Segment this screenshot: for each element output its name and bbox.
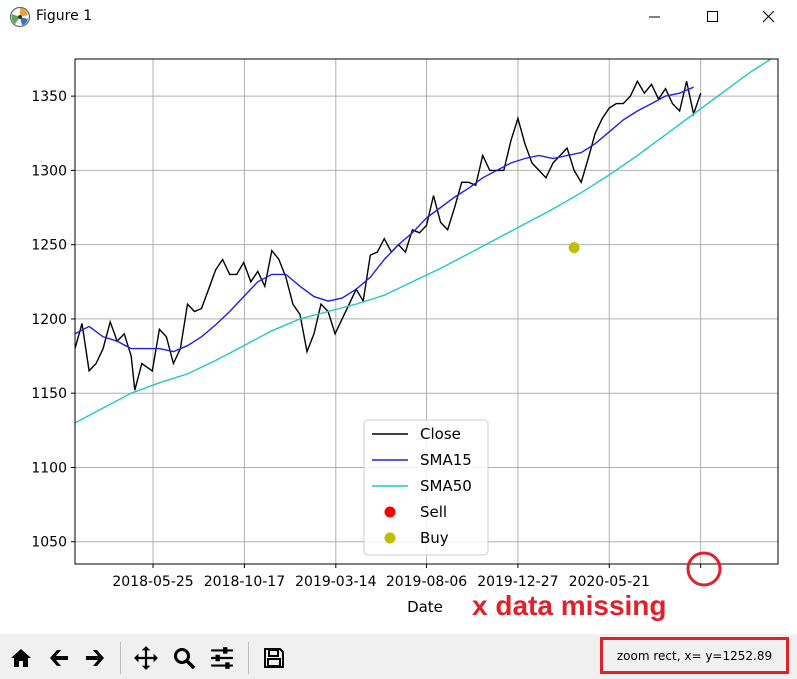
configure-subplots-icon bbox=[211, 647, 233, 669]
y-tick-label: 1050 bbox=[31, 535, 67, 551]
forward-button[interactable] bbox=[79, 642, 111, 674]
minimize-button[interactable] bbox=[626, 0, 684, 34]
forward-icon bbox=[86, 650, 104, 666]
plot-series bbox=[75, 59, 773, 424]
legend-label-sma50: SMA50 bbox=[420, 477, 472, 495]
matplotlib-logo-icon bbox=[9, 6, 31, 28]
x-tick-label: 2019-12-27 bbox=[477, 574, 558, 590]
axis-ticks: 1050 1100 1150 1200 1250 1300 1350 2018-05-25 20… bbox=[31, 89, 702, 590]
legend-marker-sell bbox=[384, 506, 396, 518]
x-tick-label: 2018-10-17 bbox=[204, 574, 285, 590]
back-icon bbox=[50, 650, 68, 666]
annotation-text: x data missing bbox=[472, 590, 667, 621]
window-titlebar: Figure 1 bbox=[0, 0, 797, 36]
x-tick-label: 2019-03-14 bbox=[295, 574, 376, 590]
annotation-circle bbox=[686, 551, 722, 587]
legend: Close SMA15 SMA50 Sell Buy bbox=[363, 419, 489, 556]
toolbar-separator bbox=[248, 642, 249, 674]
zoom-button[interactable] bbox=[168, 642, 200, 674]
back-button[interactable] bbox=[43, 642, 75, 674]
close-icon bbox=[763, 11, 775, 23]
configure-subplots-button[interactable] bbox=[206, 642, 238, 674]
series-line-sma15 bbox=[75, 86, 694, 353]
y-tick-label: 1350 bbox=[31, 89, 67, 105]
legend-label-buy: Buy bbox=[420, 529, 449, 547]
maximize-icon bbox=[707, 11, 718, 22]
home-icon bbox=[11, 649, 31, 667]
legend-label-close: Close bbox=[420, 425, 461, 443]
status-readout: zoom rect, x= y=1252.89 bbox=[600, 637, 789, 674]
zoom-icon bbox=[174, 648, 196, 670]
legend-label-sell: Sell bbox=[420, 503, 447, 521]
pan-button[interactable] bbox=[130, 642, 162, 674]
legend-marker-buy bbox=[384, 532, 396, 544]
series-line-close bbox=[75, 79, 702, 391]
legend-box bbox=[363, 419, 489, 556]
navigation-toolbar bbox=[0, 634, 797, 679]
window-title: Figure 1 bbox=[36, 8, 93, 24]
home-button[interactable] bbox=[5, 642, 37, 674]
y-tick-label: 1100 bbox=[31, 460, 67, 476]
y-tick-label: 1150 bbox=[31, 386, 67, 402]
legend-label-sma15: SMA15 bbox=[420, 451, 472, 469]
toolbar-separator bbox=[120, 642, 121, 674]
status-text: zoom rect, x= y=1252.89 bbox=[616, 648, 773, 663]
x-tick-label: 2018-05-25 bbox=[112, 574, 193, 590]
x-axis-label: Date bbox=[407, 598, 443, 616]
figure-canvas[interactable]: 1050 1100 1150 1200 1250 1300 1350 2018-05-25 20… bbox=[0, 36, 797, 634]
x-tick-label: 2020-05-21 bbox=[569, 574, 650, 590]
x-tick-label: 2019-08-06 bbox=[386, 574, 467, 590]
close-button[interactable] bbox=[740, 0, 797, 34]
series-point-buy bbox=[568, 242, 580, 254]
save-icon bbox=[264, 648, 284, 668]
series-line-sma50 bbox=[75, 59, 773, 424]
maximize-button[interactable] bbox=[684, 0, 742, 34]
pan-icon bbox=[134, 646, 158, 670]
y-tick-label: 1250 bbox=[31, 238, 67, 254]
minimize-icon bbox=[649, 16, 660, 18]
save-button[interactable] bbox=[258, 642, 290, 674]
y-tick-label: 1200 bbox=[31, 312, 67, 328]
y-tick-label: 1300 bbox=[31, 163, 67, 179]
